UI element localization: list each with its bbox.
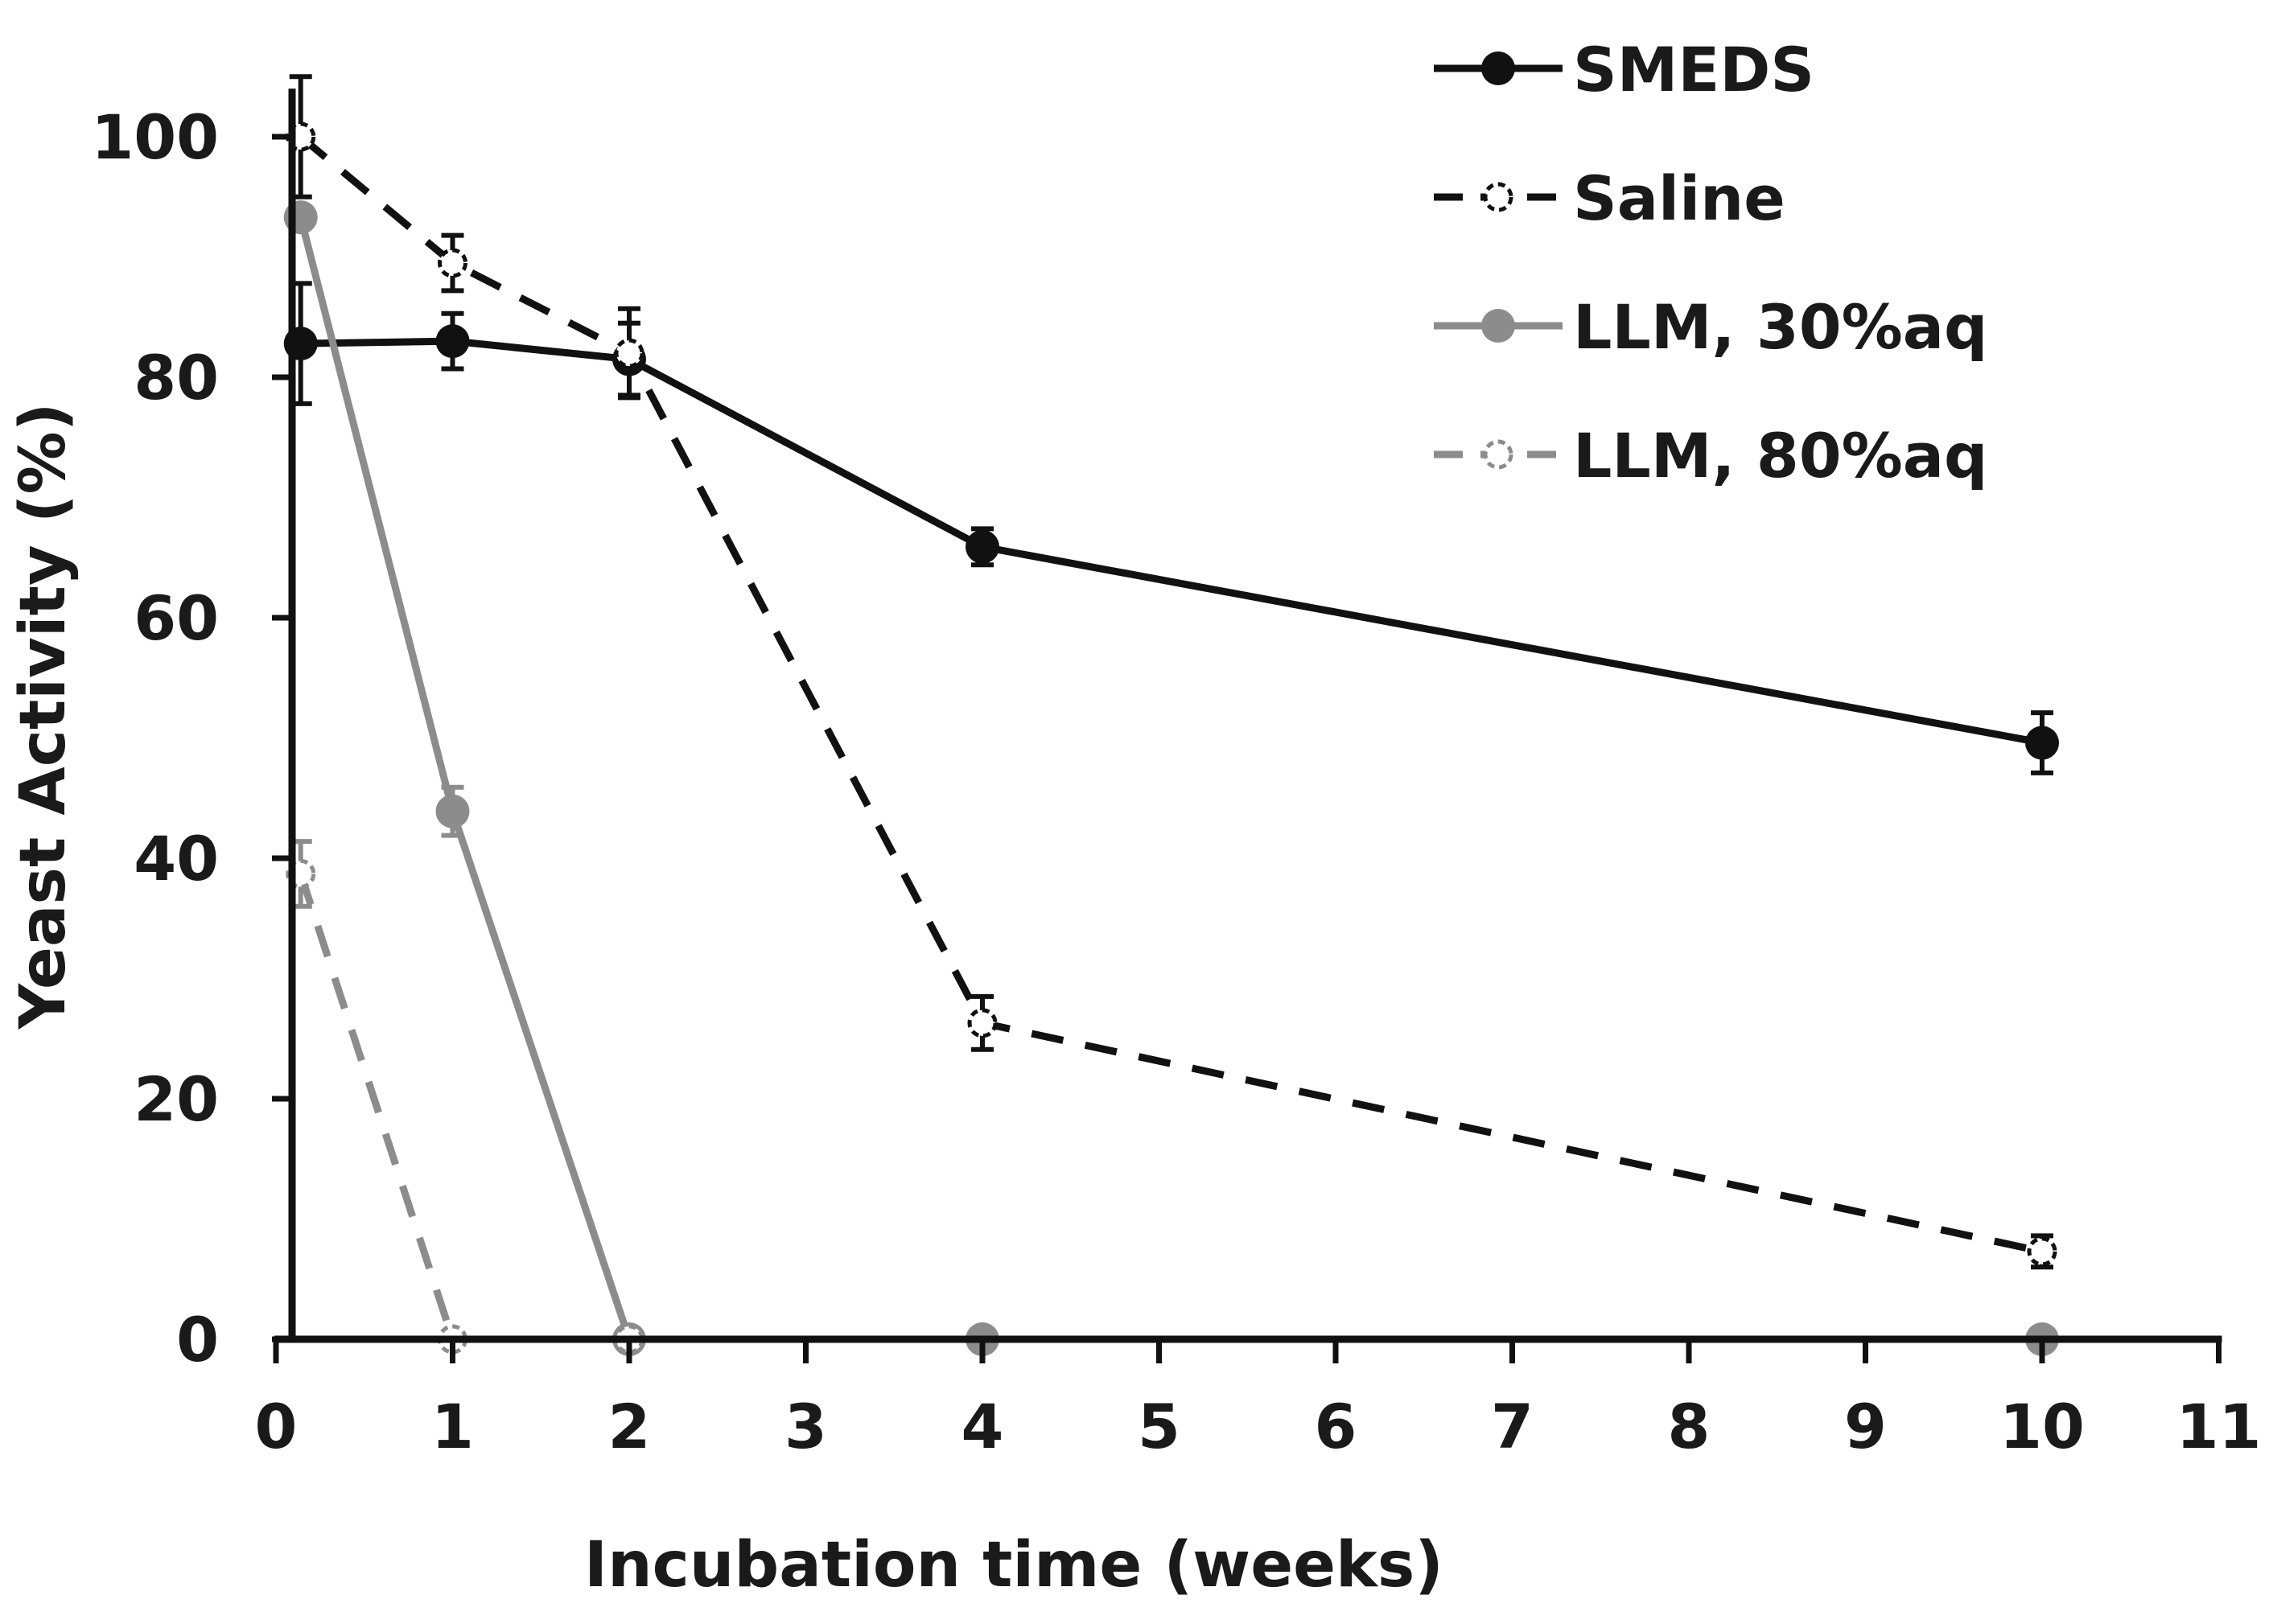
y-tick-label: 80 [134, 342, 219, 413]
data-point [435, 324, 470, 359]
series-line [300, 337, 2043, 746]
data-point [967, 1008, 998, 1038]
x-axis-label: Incubation time (weeks) [584, 1529, 1443, 1601]
legend-label: Saline [1573, 162, 1785, 234]
legend: SMEDS Saline LLM, 30%aq LLM, 80%aq [1434, 34, 1987, 491]
x-tick-label: 6 [1315, 1391, 1357, 1462]
x-tick-label: 7 [1491, 1391, 1534, 1462]
x-tick-label: 1 [431, 1391, 474, 1462]
data-point [614, 338, 644, 368]
data-point [966, 529, 999, 564]
legend-label: SMEDS [1573, 34, 1814, 105]
data-point [2025, 726, 2059, 760]
x-tick-label: 9 [1844, 1391, 1887, 1462]
x-tick-label: 0 [255, 1391, 298, 1462]
y-tick-label: 40 [134, 823, 219, 894]
x-tick-label: 4 [961, 1391, 1004, 1462]
legend-swatch-marker [1481, 309, 1515, 343]
series-line [297, 216, 2042, 1343]
y-tick-label: 100 [91, 101, 219, 173]
plot-series-layer [283, 74, 2059, 1356]
legend-label: LLM, 80%aq [1573, 420, 1987, 491]
legend-swatch-marker [1483, 439, 1513, 470]
y-tick-label: 0 [176, 1304, 219, 1375]
y-tick-label: 60 [134, 582, 219, 654]
data-point [438, 248, 467, 278]
x-tick-label: 11 [2176, 1391, 2262, 1462]
legend-swatch-marker [1483, 182, 1513, 212]
legend-label: LLM, 30%aq [1573, 291, 1987, 363]
series-line [297, 873, 629, 1343]
legend-swatch-marker [1481, 51, 1515, 85]
axes: 0 1 2 3 4 5 6 7 8 9 10 11 0 20 40 60 80 100 [91, 88, 2261, 1462]
x-tick-label: 3 [784, 1391, 827, 1462]
x-tick-label: 5 [1138, 1391, 1180, 1462]
y-axis-label: Yeast Activity (%) [7, 403, 80, 1030]
x-tick-label: 8 [1668, 1391, 1711, 1462]
data-point [435, 794, 470, 828]
y-tick-label: 20 [134, 1063, 219, 1135]
data-point [2027, 1236, 2057, 1267]
x-tick-label: 2 [608, 1391, 651, 1462]
x-tick-label: 10 [1999, 1391, 2085, 1462]
